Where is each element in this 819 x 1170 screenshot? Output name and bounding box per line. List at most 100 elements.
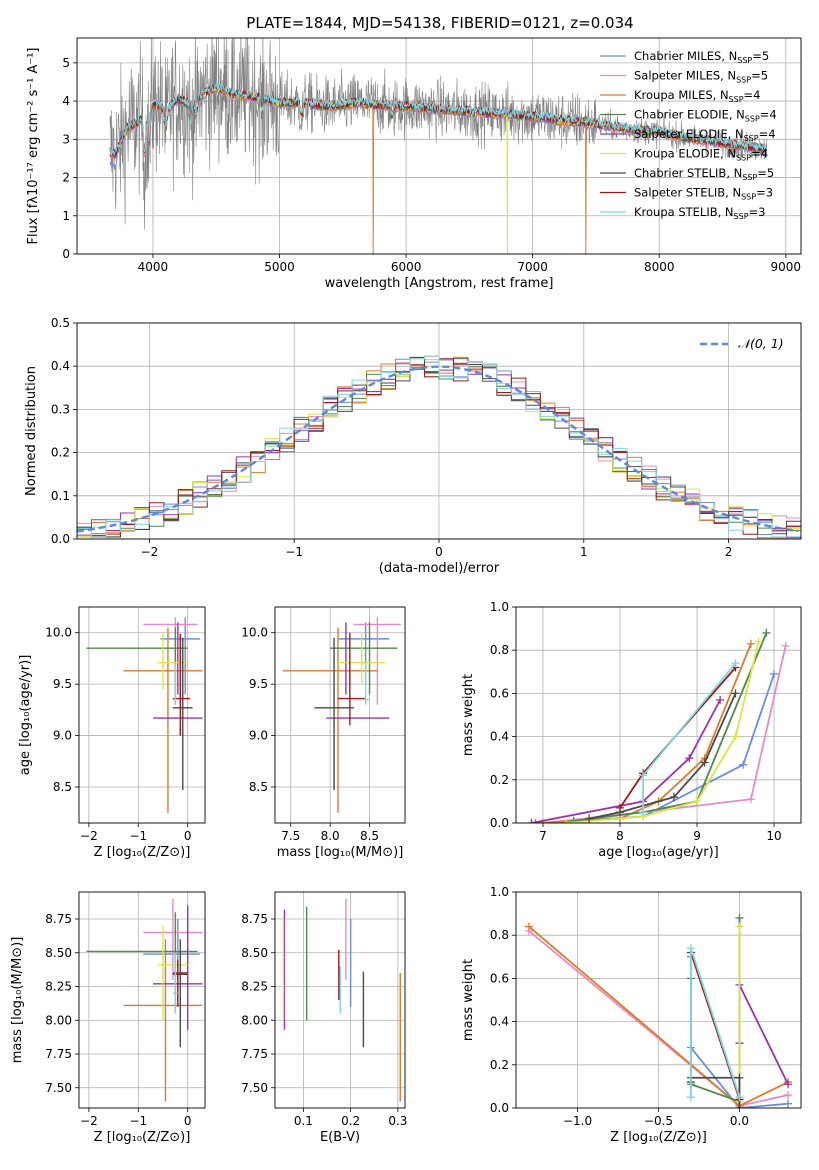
mass-weight-vs-Z-axes: −1.0 −0.5 0.0 0.0 0.2 0.4 0.6 0.8 1.0 Z [log₁₀(Z/… (461, 885, 802, 1145)
gaussian-curve (77, 365, 799, 533)
point-chabrier_stelib (172, 637, 193, 791)
spectrum-plot-area (109, 38, 768, 254)
legend-entry: Kroupa MILES, NSSP=4 (634, 88, 760, 104)
weight-marker (639, 808, 648, 817)
weight-marker (746, 795, 755, 804)
legend-entry: Chabrier ELODIE, NSSP=4 (634, 108, 777, 124)
y-tick-label: 3 (62, 132, 70, 146)
spectrum-axes: 4000 5000 6000 7000 8000 9000 0 1 2 3 4 5 wavelength… (26, 37, 802, 291)
weight-marker (735, 1017, 744, 1026)
y-tick-label: 8.50 (241, 946, 268, 960)
y-tick-label: 7.50 (241, 1081, 268, 1095)
point-kroupa_stelib (357, 663, 370, 705)
y-tick-label: 8.75 (45, 912, 72, 926)
weight-marker (735, 1073, 744, 1082)
y-tick-label: 7.50 (45, 1081, 72, 1095)
model-kroupa_stelib (109, 81, 767, 157)
point-salpeter_elodie (153, 622, 203, 719)
y-tick-label: 9.0 (249, 729, 268, 743)
age-vs-Z-xlabel: Z [log₁₀(Z/Z⊙)] (94, 845, 191, 860)
weight-line (642, 662, 737, 813)
x-tick-label: 9 (693, 829, 701, 843)
y-tick-label: 0.2 (51, 446, 70, 460)
y-tick-label: 0.8 (490, 928, 509, 942)
y-tick-label: 8.25 (241, 980, 268, 994)
weight-marker (731, 659, 740, 668)
mass-weight-vs-age-axes: 7 8 9 10 0.0 0.2 0.4 0.6 0.8 1.0 age [log₁₀(age/yr… (461, 600, 802, 860)
age-vs-Z-frame (78, 606, 206, 824)
x-tick-label: 0.3 (388, 1114, 407, 1128)
weight-marker (754, 637, 763, 646)
weights-chabrier_elodie (569, 628, 771, 823)
mass-weight-vs-Z-plot-area (524, 913, 793, 1108)
x-tick-label: −1 (285, 545, 303, 559)
point-salpeter_elodie (326, 622, 390, 719)
y-tick-label: 10.0 (45, 626, 72, 640)
y-tick-label: 8.00 (241, 1013, 268, 1027)
y-tick-label: 0.0 (51, 532, 70, 546)
x-tick-label: −1 (129, 1114, 147, 1128)
mass-vs-ebv-xlabel: E(B-V) (320, 1130, 360, 1145)
mass-weight-vs-Z-ylabel: mass weight (461, 959, 476, 1041)
residuals-xlabel: (data-model)/error (379, 561, 500, 576)
y-tick-label: 8.5 (53, 780, 72, 794)
y-tick-label: 8.25 (45, 980, 72, 994)
x-tick-label: 0.0 (730, 1114, 749, 1128)
legend-entry: Salpeter STELIB, NSSP=3 (634, 186, 773, 202)
x-tick-label: −1 (129, 829, 147, 843)
weights-kroupa_stelib (686, 944, 744, 1102)
y-tick-label: 0.2 (490, 1058, 509, 1072)
point-chabrier_elodie (330, 622, 398, 695)
mass-vs-Z-ylabel: mass [log₁₀(M/M⊙)] (10, 937, 25, 1064)
weight-line (738, 984, 789, 1085)
x-tick-label: −1.0 (563, 1114, 592, 1128)
legend-entry: Salpeter MILES, NSSP=5 (634, 69, 768, 85)
mass-vs-Z-xlabel: Z [log₁₀(Z/Z⊙)] (94, 1130, 191, 1145)
x-tick-label: 9000 (771, 260, 802, 274)
mass-weight-vs-age-ylabel: mass weight (461, 674, 476, 756)
mass-weight-vs-age-frame (515, 606, 802, 824)
weights-chabrier_stelib (585, 689, 740, 823)
weight-marker (762, 628, 771, 637)
legend-entry: Chabrier MILES, NSSP=5 (634, 49, 769, 65)
mass-vs-ebv-plot-area (282, 898, 401, 1102)
weight-marker (669, 793, 678, 802)
y-tick-label: 7.75 (45, 1047, 72, 1061)
spectrum-xlabel: wavelength [Angstrom, rest frame] (325, 276, 554, 291)
y-tick-label: 0.4 (490, 730, 509, 744)
residuals-frame (76, 322, 802, 540)
x-tick-label: 5000 (264, 260, 295, 274)
age-vs-Z-ylabel: age [log₁₀(age/yr)] (18, 655, 33, 776)
age-vs-mass-axes: 7.5 8.0 8.5 8.5 9.0 9.5 10.0 mass [log₁₀(M/M⊙)] (241, 606, 406, 860)
y-tick-label: 0.5 (51, 316, 70, 330)
weight-marker (716, 695, 725, 704)
mass-vs-Z-frame (78, 891, 206, 1109)
y-tick-label: 9.5 (53, 677, 72, 691)
y-tick-label: 5 (62, 56, 70, 70)
legend-entry: Kroupa STELIB, NSSP=3 (634, 205, 765, 221)
age-vs-mass-plot-area (282, 617, 402, 813)
x-tick-label: 1 (580, 545, 588, 559)
weight-marker (731, 732, 740, 741)
y-tick-label: 10.0 (241, 626, 268, 640)
weights-kroupa_elodie (562, 637, 763, 823)
point-salpeter_miles (353, 617, 402, 705)
point-kroupa_stelib (172, 952, 178, 1014)
x-tick-label: 8.0 (321, 829, 340, 843)
y-tick-label: 1 (62, 209, 70, 223)
x-tick-label: 8000 (644, 260, 675, 274)
weight-marker (735, 922, 744, 931)
mass-weight-vs-Z-frame (515, 891, 802, 1109)
age-vs-Z-plot-area (86, 617, 203, 813)
residuals-plot-area (77, 355, 801, 539)
y-tick-label: 4 (62, 94, 70, 108)
mass-weight-vs-age-xlabel: age [log₁₀(age/yr)] (598, 845, 719, 860)
weight-line (573, 632, 768, 822)
y-tick-label: 0.4 (490, 1015, 509, 1029)
y-tick-label: 0.2 (490, 773, 509, 787)
mass-vs-Z-plot-area (86, 898, 203, 1102)
age-vs-mass-frame (274, 606, 406, 824)
weights-salpeter_elodie (735, 980, 793, 1089)
weight-marker (735, 1104, 744, 1108)
